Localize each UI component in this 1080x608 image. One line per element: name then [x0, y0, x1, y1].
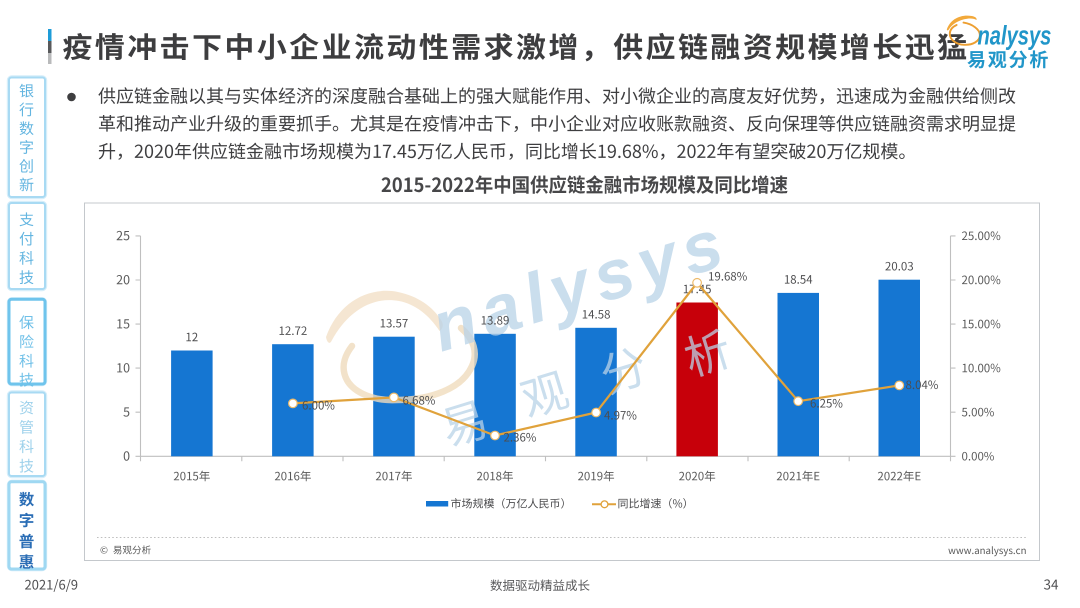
- svg-text:nalysys: nalysys: [978, 21, 1052, 50]
